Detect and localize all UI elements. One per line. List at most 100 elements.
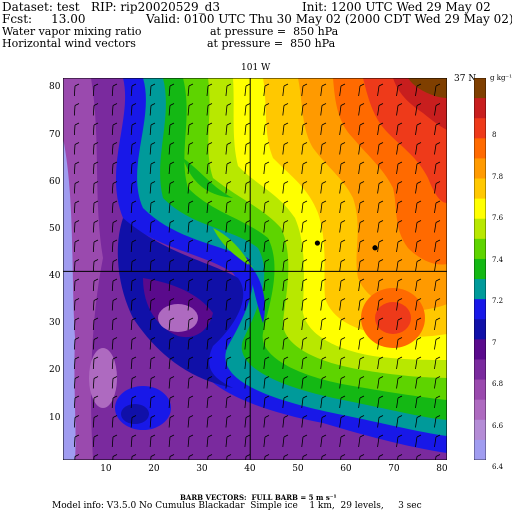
wind-barb [434, 356, 441, 370]
wind-barb [92, 434, 99, 448]
wind-barb [339, 337, 346, 350]
wind-barb [206, 259, 213, 272]
legend-swatch [474, 98, 486, 119]
wind-barb [396, 434, 403, 448]
legend-swatch [474, 158, 486, 180]
wind-barb [130, 317, 137, 331]
wind-barb [92, 278, 99, 292]
y-tick-label: 40 [49, 271, 61, 282]
legend-label: 7.2 [492, 297, 504, 305]
legend-unit: g kg⁻¹ [490, 74, 512, 82]
wind-barb [282, 239, 289, 253]
wind-barb [149, 181, 156, 194]
wind-barb [168, 298, 175, 311]
wind-barb [111, 239, 118, 253]
wind-barb [168, 415, 175, 428]
wind-barb [339, 278, 346, 292]
wind-barb [244, 278, 251, 292]
wind-barb [244, 337, 251, 350]
wind-barb [416, 454, 422, 460]
wind-barb [168, 83, 175, 97]
wind-barb [225, 122, 232, 136]
x-tick-label: 10 [100, 464, 112, 474]
wind-barb [73, 317, 80, 331]
wind-barb [168, 278, 175, 292]
y-tick-label: 10 [49, 412, 61, 423]
wind-barb [415, 200, 422, 214]
wind-barb [415, 122, 422, 136]
wind-barb [282, 298, 289, 311]
legend-swatch [474, 439, 486, 460]
wind-barb [111, 278, 118, 292]
wind-barb [282, 161, 289, 175]
wind-barb [73, 415, 80, 428]
wind-barb [225, 83, 232, 97]
wind-barb [244, 181, 251, 194]
wind-barb [415, 434, 422, 448]
barb-vectors-label: BARB VECTORS: FULL BARB = 5 m s⁻¹ [180, 493, 337, 502]
wind-barb [415, 376, 422, 389]
wind-barb [263, 239, 270, 253]
wind-barb [320, 181, 327, 194]
wind-barb [434, 161, 441, 175]
wind-barb [225, 395, 232, 409]
wind-barb [130, 259, 137, 272]
wind-barb [282, 317, 289, 331]
wind-barb [320, 415, 327, 428]
wind-barb [187, 200, 194, 214]
legend-label: 7.8 [492, 172, 504, 181]
wind-barb [377, 298, 384, 311]
wind-barb [92, 395, 99, 409]
wind-barb [206, 239, 213, 253]
wind-barb [168, 434, 175, 448]
wind-barb [225, 142, 232, 155]
wind-barb [149, 103, 156, 116]
wind-barb [206, 376, 213, 389]
wind-barb [358, 278, 365, 292]
wind-barb [92, 259, 99, 272]
wind-barb [149, 122, 156, 136]
wind-barb [358, 337, 365, 350]
wind-barb [415, 239, 422, 253]
wind-barb [320, 434, 327, 448]
wind-barb [396, 356, 403, 370]
wind-barb [168, 103, 175, 116]
wind-barb [130, 161, 137, 175]
wind-barb [225, 376, 232, 389]
wind-barb [244, 317, 251, 331]
wind-barb [112, 454, 118, 460]
wind-barb [434, 395, 441, 409]
filled-contours [63, 78, 447, 460]
wind-barb [339, 181, 346, 194]
wind-barb [111, 220, 118, 233]
wind-barb [73, 122, 80, 136]
wind-barb [339, 415, 346, 428]
wind-barb [149, 317, 156, 331]
wind-barb [320, 317, 327, 331]
legend-swatch [474, 78, 486, 99]
wind-barb [168, 356, 175, 370]
wind-barb [74, 454, 80, 460]
wind-barb [73, 337, 80, 350]
wind-barb [130, 278, 137, 292]
wind-barb [73, 395, 80, 409]
wind-barb [396, 103, 403, 116]
wind-barb [415, 415, 422, 428]
wind-barb [206, 103, 213, 116]
wind-barb [111, 200, 118, 214]
wind-barb [244, 259, 251, 272]
wind-barb [396, 337, 403, 350]
wind-barb [187, 103, 194, 116]
legend-swatch [474, 359, 486, 381]
wind-barb [301, 356, 308, 370]
wind-barb [415, 161, 422, 175]
wind-barb [92, 83, 99, 97]
wind-barb [415, 83, 422, 97]
wind-barb [149, 239, 156, 253]
wind-barb [377, 200, 384, 214]
wind-barb [244, 239, 251, 253]
x-tick-label: 50 [292, 464, 304, 474]
wind-barb [301, 278, 308, 292]
wind-barb [263, 122, 270, 136]
wind-barb [415, 395, 422, 409]
